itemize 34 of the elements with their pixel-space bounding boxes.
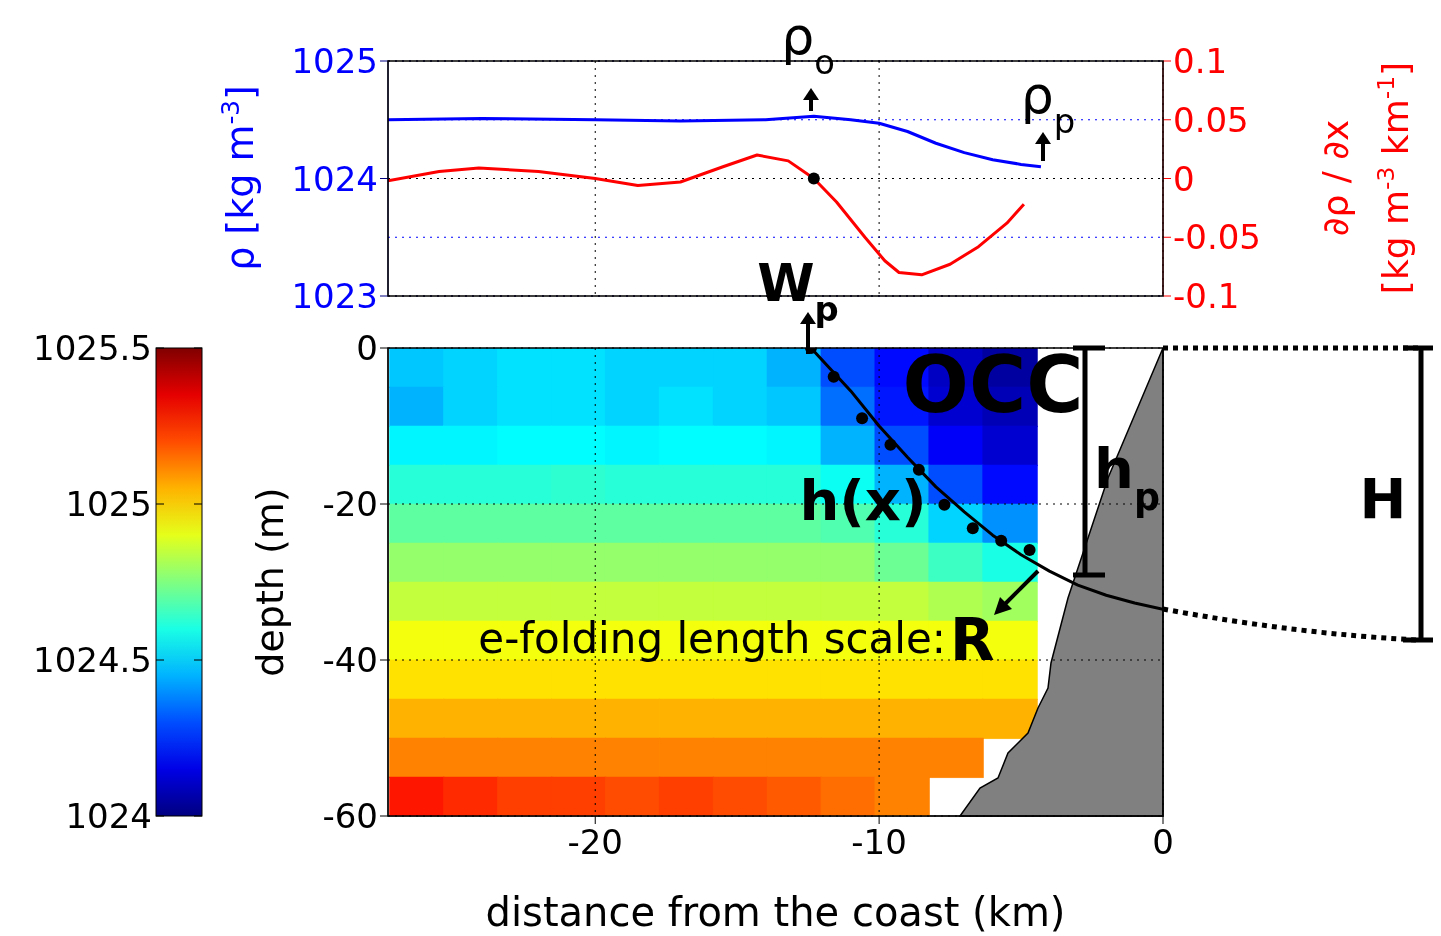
annotation: ρ$_{p}$ xyxy=(1020,65,1076,141)
point xyxy=(995,534,1008,547)
y-axis-title: depth (m) xyxy=(248,487,292,677)
point xyxy=(1023,544,1036,557)
point xyxy=(966,522,979,535)
x-tick-label: 0 xyxy=(1152,822,1174,863)
y-tick-label: 1023 xyxy=(291,276,378,317)
y-tick-label: -40 xyxy=(322,640,378,681)
color-bar-label: 1025.5 xyxy=(33,328,152,368)
point xyxy=(856,412,869,425)
x-axis-title: distance from the coast (km) xyxy=(485,889,1066,935)
x-tick-label: -10 xyxy=(851,822,907,863)
y2-tick-label: 0 xyxy=(1173,158,1195,199)
annotation: e-folding length scale: xyxy=(478,614,946,663)
color-bar-label: 1024.5 xyxy=(33,640,152,680)
point xyxy=(912,463,925,476)
x-tick-label: -20 xyxy=(567,822,624,863)
y-tick-label: 1024 xyxy=(291,158,378,199)
annotation: h(x) xyxy=(799,468,927,533)
point xyxy=(827,370,840,383)
point xyxy=(938,498,951,511)
y2-tick-label: 0.1 xyxy=(1173,41,1228,82)
color-bar-label: 1024 xyxy=(65,796,152,836)
y-tick-label: 0 xyxy=(356,328,378,369)
color-bar-label: 1025 xyxy=(65,484,152,524)
y-tick-label: 1025 xyxy=(291,41,378,82)
point xyxy=(884,438,897,451)
text: H xyxy=(1359,466,1407,531)
y-tick-label: -20 xyxy=(322,484,378,525)
y2-tick-label: -0.1 xyxy=(1173,276,1240,317)
y2-tick-label: -0.05 xyxy=(1173,217,1261,258)
y2-tick-label: 0.05 xyxy=(1173,99,1249,140)
y-tick-label: -60 xyxy=(322,796,378,837)
annotation: R xyxy=(950,606,995,674)
